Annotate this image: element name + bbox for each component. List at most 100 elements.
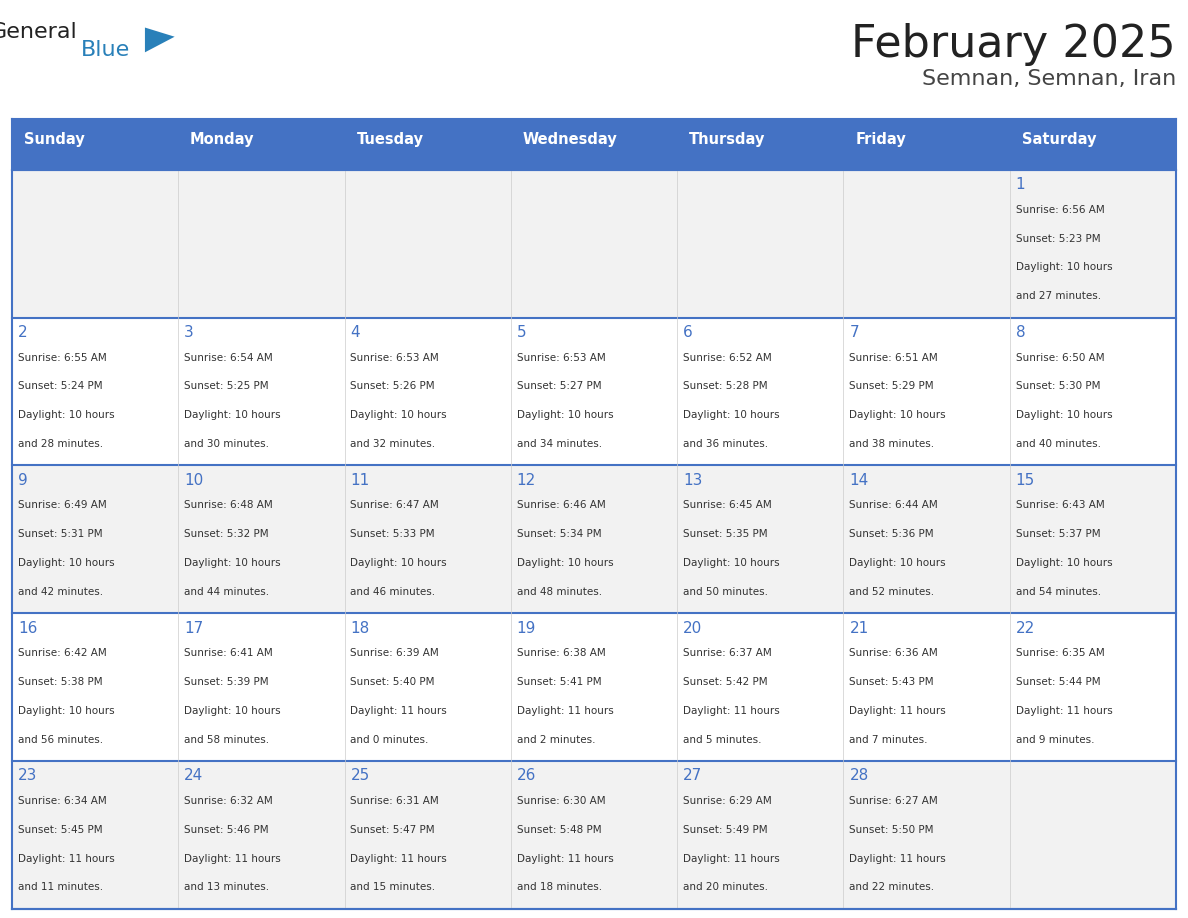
- Text: Sunrise: 6:32 AM: Sunrise: 6:32 AM: [184, 796, 273, 806]
- Text: 17: 17: [184, 621, 203, 635]
- Text: Sunrise: 6:29 AM: Sunrise: 6:29 AM: [683, 796, 772, 806]
- Text: 19: 19: [517, 621, 536, 635]
- Text: Sunrise: 6:35 AM: Sunrise: 6:35 AM: [1016, 648, 1105, 658]
- Text: Daylight: 11 hours: Daylight: 11 hours: [350, 854, 447, 864]
- Text: General: General: [0, 22, 77, 42]
- Text: Sunset: 5:43 PM: Sunset: 5:43 PM: [849, 677, 934, 687]
- Text: Sunset: 5:26 PM: Sunset: 5:26 PM: [350, 381, 435, 391]
- Text: and 9 minutes.: and 9 minutes.: [1016, 734, 1094, 744]
- Text: February 2025: February 2025: [852, 23, 1176, 66]
- Text: Daylight: 10 hours: Daylight: 10 hours: [184, 558, 280, 568]
- Text: Daylight: 11 hours: Daylight: 11 hours: [184, 854, 280, 864]
- Text: Sunset: 5:32 PM: Sunset: 5:32 PM: [184, 529, 268, 539]
- Text: and 46 minutes.: and 46 minutes.: [350, 587, 436, 597]
- Text: Daylight: 10 hours: Daylight: 10 hours: [1016, 410, 1112, 420]
- Text: Sunrise: 6:48 AM: Sunrise: 6:48 AM: [184, 500, 273, 510]
- Text: Daylight: 10 hours: Daylight: 10 hours: [683, 558, 779, 568]
- Text: Sunrise: 6:34 AM: Sunrise: 6:34 AM: [18, 796, 107, 806]
- Text: 2: 2: [18, 325, 27, 340]
- Text: and 38 minutes.: and 38 minutes.: [849, 439, 935, 449]
- Text: 1: 1: [1016, 177, 1025, 192]
- Text: and 48 minutes.: and 48 minutes.: [517, 587, 602, 597]
- Text: Sunrise: 6:53 AM: Sunrise: 6:53 AM: [350, 353, 440, 363]
- Text: 28: 28: [849, 768, 868, 783]
- Text: Sunset: 5:39 PM: Sunset: 5:39 PM: [184, 677, 268, 687]
- Text: 18: 18: [350, 621, 369, 635]
- Text: Sunset: 5:38 PM: Sunset: 5:38 PM: [18, 677, 102, 687]
- Text: 15: 15: [1016, 473, 1035, 487]
- Text: 23: 23: [18, 768, 37, 783]
- Text: 16: 16: [18, 621, 37, 635]
- Text: 14: 14: [849, 473, 868, 487]
- Text: and 50 minutes.: and 50 minutes.: [683, 587, 769, 597]
- Text: and 2 minutes.: and 2 minutes.: [517, 734, 595, 744]
- Text: Sunset: 5:28 PM: Sunset: 5:28 PM: [683, 381, 767, 391]
- Text: Friday: Friday: [855, 132, 906, 148]
- Text: Thursday: Thursday: [689, 132, 765, 148]
- Text: Sunset: 5:25 PM: Sunset: 5:25 PM: [184, 381, 268, 391]
- Text: Sunrise: 6:52 AM: Sunrise: 6:52 AM: [683, 353, 772, 363]
- Text: Sunset: 5:36 PM: Sunset: 5:36 PM: [849, 529, 934, 539]
- Text: Daylight: 11 hours: Daylight: 11 hours: [849, 706, 946, 716]
- Text: and 36 minutes.: and 36 minutes.: [683, 439, 769, 449]
- Text: Daylight: 10 hours: Daylight: 10 hours: [517, 558, 613, 568]
- Text: Daylight: 10 hours: Daylight: 10 hours: [18, 558, 114, 568]
- Text: Sunrise: 6:42 AM: Sunrise: 6:42 AM: [18, 648, 107, 658]
- Text: 26: 26: [517, 768, 536, 783]
- Text: Daylight: 10 hours: Daylight: 10 hours: [18, 410, 114, 420]
- Text: and 11 minutes.: and 11 minutes.: [18, 882, 103, 892]
- Text: and 20 minutes.: and 20 minutes.: [683, 882, 769, 892]
- Text: 27: 27: [683, 768, 702, 783]
- Text: Daylight: 10 hours: Daylight: 10 hours: [849, 410, 946, 420]
- Text: and 30 minutes.: and 30 minutes.: [184, 439, 270, 449]
- Text: Sunset: 5:48 PM: Sunset: 5:48 PM: [517, 824, 601, 834]
- Text: Wednesday: Wednesday: [523, 132, 618, 148]
- Text: and 56 minutes.: and 56 minutes.: [18, 734, 103, 744]
- Text: and 28 minutes.: and 28 minutes.: [18, 439, 103, 449]
- Text: Sunset: 5:24 PM: Sunset: 5:24 PM: [18, 381, 102, 391]
- Text: Daylight: 11 hours: Daylight: 11 hours: [350, 706, 447, 716]
- Text: and 7 minutes.: and 7 minutes.: [849, 734, 928, 744]
- Text: Daylight: 10 hours: Daylight: 10 hours: [683, 410, 779, 420]
- Text: 22: 22: [1016, 621, 1035, 635]
- Text: 20: 20: [683, 621, 702, 635]
- Text: Daylight: 11 hours: Daylight: 11 hours: [517, 854, 613, 864]
- Text: Daylight: 10 hours: Daylight: 10 hours: [849, 558, 946, 568]
- Text: 24: 24: [184, 768, 203, 783]
- Text: Sunrise: 6:47 AM: Sunrise: 6:47 AM: [350, 500, 440, 510]
- Text: 13: 13: [683, 473, 702, 487]
- Text: Sunset: 5:33 PM: Sunset: 5:33 PM: [350, 529, 435, 539]
- Text: and 18 minutes.: and 18 minutes.: [517, 882, 602, 892]
- Text: Sunrise: 6:43 AM: Sunrise: 6:43 AM: [1016, 500, 1105, 510]
- Text: and 0 minutes.: and 0 minutes.: [350, 734, 429, 744]
- Text: Tuesday: Tuesday: [356, 132, 423, 148]
- Text: Semnan, Semnan, Iran: Semnan, Semnan, Iran: [922, 69, 1176, 89]
- Text: Sunrise: 6:56 AM: Sunrise: 6:56 AM: [1016, 205, 1105, 215]
- Text: Daylight: 11 hours: Daylight: 11 hours: [1016, 706, 1112, 716]
- Text: Sunrise: 6:39 AM: Sunrise: 6:39 AM: [350, 648, 440, 658]
- Text: Sunrise: 6:36 AM: Sunrise: 6:36 AM: [849, 648, 939, 658]
- Text: 3: 3: [184, 325, 194, 340]
- Text: Sunset: 5:50 PM: Sunset: 5:50 PM: [849, 824, 934, 834]
- Text: Sunrise: 6:55 AM: Sunrise: 6:55 AM: [18, 353, 107, 363]
- Text: Sunrise: 6:30 AM: Sunrise: 6:30 AM: [517, 796, 606, 806]
- Text: Sunset: 5:46 PM: Sunset: 5:46 PM: [184, 824, 268, 834]
- Text: Daylight: 11 hours: Daylight: 11 hours: [683, 706, 779, 716]
- Text: Sunrise: 6:46 AM: Sunrise: 6:46 AM: [517, 500, 606, 510]
- Text: Sunset: 5:34 PM: Sunset: 5:34 PM: [517, 529, 601, 539]
- Text: and 58 minutes.: and 58 minutes.: [184, 734, 270, 744]
- Text: and 5 minutes.: and 5 minutes.: [683, 734, 762, 744]
- Text: 12: 12: [517, 473, 536, 487]
- Text: Sunrise: 6:37 AM: Sunrise: 6:37 AM: [683, 648, 772, 658]
- Text: Sunset: 5:49 PM: Sunset: 5:49 PM: [683, 824, 767, 834]
- Text: Sunrise: 6:45 AM: Sunrise: 6:45 AM: [683, 500, 772, 510]
- Text: Sunset: 5:47 PM: Sunset: 5:47 PM: [350, 824, 435, 834]
- Text: Daylight: 11 hours: Daylight: 11 hours: [18, 854, 114, 864]
- Text: Sunrise: 6:54 AM: Sunrise: 6:54 AM: [184, 353, 273, 363]
- Text: Sunrise: 6:49 AM: Sunrise: 6:49 AM: [18, 500, 107, 510]
- Text: and 22 minutes.: and 22 minutes.: [849, 882, 935, 892]
- Text: Blue: Blue: [81, 40, 129, 61]
- Text: 11: 11: [350, 473, 369, 487]
- Text: Sunrise: 6:27 AM: Sunrise: 6:27 AM: [849, 796, 939, 806]
- Text: and 40 minutes.: and 40 minutes.: [1016, 439, 1101, 449]
